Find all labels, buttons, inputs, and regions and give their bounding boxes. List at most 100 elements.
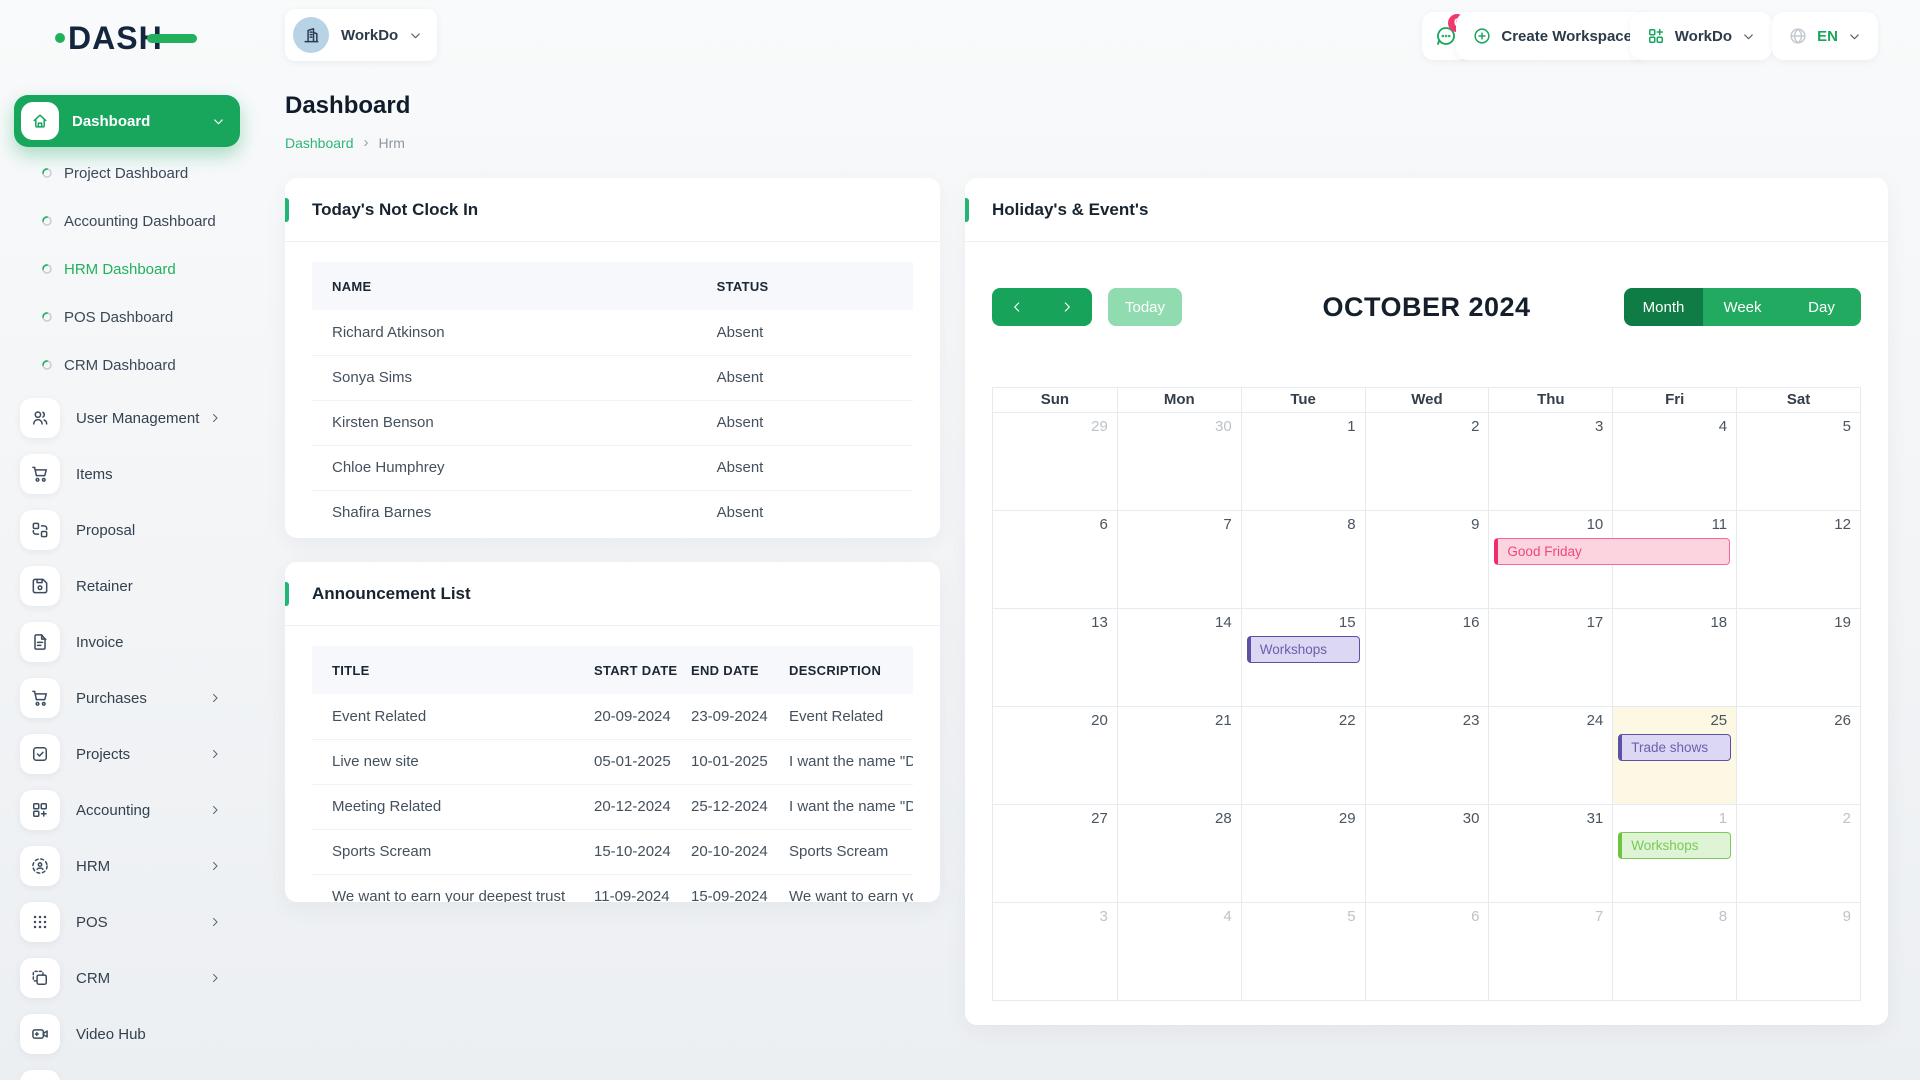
sidebar-item-proposal[interactable]: Proposal (0, 502, 260, 558)
sidebar-dashboard-submenu: Project Dashboard Accounting Dashboard HRM… (0, 149, 260, 389)
sidebar-item-crm[interactable]: CRM (0, 950, 260, 1006)
sidebar-item-retainer[interactable]: Retainer (0, 558, 260, 614)
language-button[interactable]: EN (1772, 12, 1878, 60)
calendar-day-cell-5[interactable]: 5 (1240, 903, 1365, 1000)
calendar-event-workshops[interactable]: Workshops (1246, 636, 1360, 663)
calendar-day-cell-1[interactable]: 1 Workshops (1612, 805, 1736, 902)
sidebar-item-pos[interactable]: POS (0, 894, 260, 950)
calendar-day-cell-23[interactable]: 23 (1364, 707, 1489, 804)
calendar-day-cell-15[interactable]: 15 Workshops (1240, 609, 1365, 706)
calendar-day-cell-9[interactable]: 9 (1364, 511, 1489, 608)
workdo-menu-label: WorkDo (1674, 27, 1732, 45)
logo-dash-icon (146, 33, 197, 43)
calendar-day-cell-30[interactable]: 30 (1116, 413, 1241, 510)
sidebar-item-purchases[interactable]: Purchases (0, 670, 260, 726)
calendar-day-cell-29[interactable]: 29 (993, 413, 1117, 510)
calendar-day-cell-1[interactable]: 1 (1240, 413, 1365, 510)
table-cell: We want to earn yo (789, 888, 913, 902)
calendar-day-cell-3[interactable]: 3 (1488, 413, 1612, 510)
day-number: 11 (1711, 516, 1728, 533)
sidebar-item-hrm-dashboard[interactable]: HRM Dashboard (0, 245, 260, 293)
calendar-day-cell-18[interactable]: 18 (1612, 609, 1736, 706)
calendar-day-cell-9[interactable]: 9 (1736, 903, 1860, 1000)
sidebar-item-video-hub[interactable]: Video Hub (0, 1006, 260, 1062)
table-cell: 05-01-2025 (594, 753, 671, 770)
sidebar-item-accounting[interactable]: Accounting (0, 782, 260, 838)
calendar-day-cell-21[interactable]: 21 (1116, 707, 1241, 804)
calendar-day-cell-4[interactable]: 4 (1116, 903, 1241, 1000)
calendar-day-cell-4[interactable]: 4 (1612, 413, 1736, 510)
view-week-button[interactable]: Week (1703, 288, 1782, 326)
calendar-day-cell-2[interactable]: 2 (1736, 805, 1860, 902)
cart-icon (20, 678, 60, 718)
table-cell: Absent (716, 369, 764, 386)
workdo-menu-button[interactable]: WorkDo (1629, 12, 1772, 60)
calendar-week-row: 20 21 22 23 24 25 Trade shows 26 (993, 706, 1860, 804)
calendar-day-cell-28[interactable]: 28 (1116, 805, 1241, 902)
calendar-day-cell-7[interactable]: 7 (1488, 903, 1612, 1000)
calendar-prev-button[interactable] (992, 288, 1042, 326)
projects-icon (20, 734, 60, 774)
day-number: 6 (1471, 908, 1480, 925)
chevron-right-icon (208, 691, 222, 705)
calendar-day-cell-17[interactable]: 17 (1488, 609, 1612, 706)
view-month-button[interactable]: Month (1624, 288, 1703, 326)
calendar-day-cell-14[interactable]: 14 (1116, 609, 1241, 706)
calendar-day-cell-3[interactable]: 3 (993, 903, 1117, 1000)
breadcrumb-item-dashboard[interactable]: Dashboard (285, 134, 354, 151)
calendar-day-cell-30[interactable]: 30 (1364, 805, 1489, 902)
sidebar-item-dashboard[interactable]: Dashboard (14, 95, 240, 147)
calendar-day-cell-10[interactable]: 10 Good Friday (1488, 511, 1731, 608)
sidebar-item-hrm[interactable]: HRM (0, 838, 260, 894)
create-workspace-button[interactable]: Create Workspace (1456, 12, 1648, 60)
sidebar-item-crm-dashboard[interactable]: CRM Dashboard (0, 341, 260, 389)
table-cell: Sports Scream (332, 843, 432, 860)
sidebar-item-pos-dashboard[interactable]: POS Dashboard (0, 293, 260, 341)
day-header-sat: Sat (1736, 388, 1860, 412)
calendar-day-cell-27[interactable]: 27 (993, 805, 1117, 902)
calendar-view-switcher: Month Week Day (1624, 288, 1861, 326)
calendar-day-cell-6[interactable]: 6 (1364, 903, 1489, 1000)
calendar-day-cell-2[interactable]: 2 (1364, 413, 1489, 510)
calendar-day-cell-29[interactable]: 29 (1240, 805, 1365, 902)
sidebar-item-items[interactable]: Items (0, 446, 260, 502)
sidebar-item-projects[interactable]: Projects (0, 726, 260, 782)
sidebar-dashboard-label: Dashboard (72, 112, 151, 130)
day-number: 8 (1718, 908, 1728, 925)
chevron-right-icon (208, 803, 222, 817)
today-button[interactable]: Today (1108, 288, 1183, 326)
calendar-day-cell-12[interactable]: 12 (1736, 511, 1860, 608)
not-clock-in-card: Today's Not Clock In NAME STATUS Richard A… (285, 178, 940, 538)
calendar-event-trade-shows[interactable]: Trade shows (1618, 734, 1732, 761)
calendar-day-cell-5[interactable]: 5 (1736, 413, 1860, 510)
calendar-next-button[interactable] (1042, 288, 1092, 326)
sidebar-item-label: Accounting (76, 801, 151, 819)
sidebar-item-user-management[interactable]: User Management (0, 390, 260, 446)
calendar-day-cell-25[interactable]: 25 Trade shows (1612, 707, 1737, 804)
sidebar-item-project-dashboard[interactable]: Project Dashboard (0, 149, 260, 197)
calendar-day-cell-19[interactable]: 19 (1736, 609, 1860, 706)
calendar-day-cell-8[interactable]: 8 (1240, 511, 1365, 608)
calendar-day-cell-13[interactable]: 13 (993, 609, 1117, 706)
calendar-day-cell-8[interactable]: 8 (1612, 903, 1736, 1000)
calendar-day-cell-7[interactable]: 7 (1116, 511, 1241, 608)
calendar-day-cell-16[interactable]: 16 (1364, 609, 1489, 706)
crm-icon (20, 958, 60, 998)
calendar-day-cell-20[interactable]: 20 (993, 707, 1117, 804)
sidebar-item-accounting-dashboard[interactable]: Accounting Dashboard (0, 197, 260, 245)
sidebar-item-invoice[interactable]: Invoice (0, 614, 260, 670)
day-header-tue: Tue (1240, 388, 1365, 412)
calendar-event-workshops[interactable]: Workshops (1618, 832, 1732, 859)
day-header-wed: Wed (1364, 388, 1489, 412)
workspace-switcher[interactable]: WorkDo (285, 9, 438, 61)
calendar-day-cell-26[interactable]: 26 (1736, 707, 1860, 804)
view-day-button[interactable]: Day (1782, 288, 1861, 326)
day-number: 30 (1462, 810, 1480, 827)
calendar-day-cell-31[interactable]: 31 (1488, 805, 1612, 902)
breadcrumb-separator: › (363, 134, 369, 151)
card-header: Today's Not Clock In (285, 178, 940, 242)
calendar-day-cell-22[interactable]: 22 (1240, 707, 1365, 804)
calendar-day-cell-6[interactable]: 6 (993, 511, 1117, 608)
calendar-day-cell-24[interactable]: 24 (1488, 707, 1612, 804)
calendar-event-good-friday[interactable]: Good Friday (1494, 538, 1731, 565)
